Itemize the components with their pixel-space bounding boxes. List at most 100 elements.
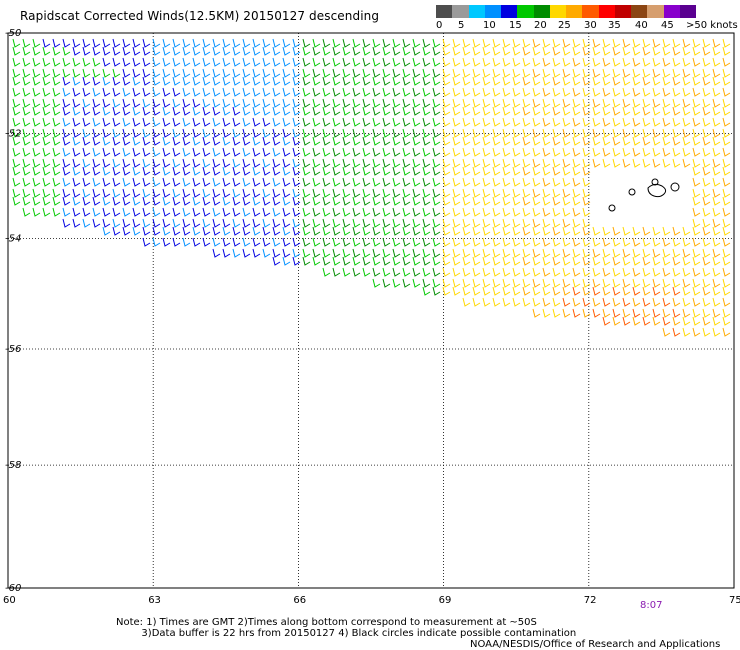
wind-barb bbox=[582, 68, 591, 78]
wind-barb bbox=[232, 87, 241, 97]
wind-barb bbox=[632, 226, 641, 236]
wind-barb bbox=[202, 188, 211, 198]
wind-barb bbox=[82, 188, 91, 198]
wind-barb bbox=[482, 177, 491, 187]
wind-barb bbox=[692, 297, 701, 307]
wind-barb bbox=[512, 98, 521, 108]
wind-barb bbox=[92, 98, 101, 108]
wind-barb bbox=[512, 136, 521, 146]
wind-barb bbox=[552, 68, 561, 78]
wind-barb bbox=[612, 38, 621, 48]
wind-barb bbox=[182, 57, 191, 67]
wind-barb bbox=[522, 38, 531, 48]
wind-barb bbox=[602, 256, 611, 266]
contamination-circles bbox=[608, 178, 680, 212]
wind-barb bbox=[372, 117, 381, 127]
wind-barb bbox=[202, 166, 211, 176]
wind-barb bbox=[172, 218, 181, 228]
wind-barb bbox=[402, 117, 411, 127]
wind-barb bbox=[532, 267, 541, 277]
wind-barb bbox=[102, 218, 111, 228]
wind-barb bbox=[662, 117, 671, 127]
wind-barb bbox=[62, 98, 71, 108]
wind-barb bbox=[612, 68, 621, 78]
wind-barb bbox=[12, 166, 21, 176]
wind-barb bbox=[102, 76, 111, 86]
colorbar-tick-label: >50 knots bbox=[686, 20, 738, 31]
wind-barb bbox=[672, 136, 681, 146]
wind-barb bbox=[122, 76, 131, 86]
wind-barb bbox=[92, 106, 101, 116]
wind-barb bbox=[82, 136, 91, 146]
wind-barb bbox=[332, 256, 341, 266]
wind-barb bbox=[592, 286, 601, 296]
wind-barb bbox=[352, 68, 361, 78]
wind-barb bbox=[222, 57, 231, 67]
wind-barb bbox=[432, 87, 441, 97]
wind-barb bbox=[362, 68, 371, 78]
wind-barb bbox=[472, 87, 481, 97]
wind-barb bbox=[32, 46, 41, 56]
wind-barb bbox=[252, 128, 261, 138]
wind-barb bbox=[412, 87, 421, 97]
wind-barb bbox=[292, 136, 301, 146]
wind-barb bbox=[82, 196, 91, 206]
wind-barb bbox=[132, 177, 141, 187]
wind-barb bbox=[42, 76, 51, 86]
wind-barb bbox=[432, 278, 441, 288]
wind-barb bbox=[462, 46, 471, 56]
wind-barb bbox=[422, 286, 431, 296]
wind-barb bbox=[62, 147, 71, 157]
wind-barb bbox=[42, 177, 51, 187]
wind-barb bbox=[102, 57, 111, 67]
wind-barb bbox=[242, 147, 251, 157]
wind-barb bbox=[542, 136, 551, 146]
wind-barb bbox=[672, 237, 681, 247]
wind-barb bbox=[272, 158, 281, 168]
wind-barb bbox=[192, 87, 201, 97]
wind-barb bbox=[672, 76, 681, 86]
wind-barb bbox=[152, 226, 161, 236]
wind-barb bbox=[372, 147, 381, 157]
contamination-circle bbox=[670, 182, 680, 192]
wind-barb bbox=[612, 117, 621, 127]
wind-barb bbox=[572, 158, 581, 168]
wind-barb bbox=[422, 38, 431, 48]
wind-barb bbox=[12, 87, 21, 97]
wind-barb bbox=[532, 188, 541, 198]
wind-barb bbox=[402, 136, 411, 146]
colorbar-tick-label: 20 bbox=[534, 20, 547, 31]
wind-barb bbox=[312, 158, 321, 168]
wind-barb bbox=[172, 38, 181, 48]
wind-barb bbox=[182, 177, 191, 187]
wind-barb bbox=[312, 256, 321, 266]
wind-barb bbox=[432, 76, 441, 86]
wind-barb bbox=[292, 248, 301, 258]
wind-barb bbox=[532, 38, 541, 48]
wind-barb bbox=[692, 128, 701, 138]
wind-barb bbox=[122, 117, 131, 127]
wind-barb bbox=[162, 68, 171, 78]
wind-barb bbox=[252, 226, 261, 236]
wind-barb bbox=[292, 196, 301, 206]
wind-barb bbox=[702, 177, 711, 187]
wind-barb bbox=[12, 46, 21, 56]
wind-barb bbox=[702, 158, 711, 168]
wind-barb bbox=[462, 158, 471, 168]
wind-barb bbox=[192, 117, 201, 127]
wind-barb bbox=[382, 38, 391, 48]
wind-barb bbox=[582, 136, 591, 146]
wind-barb bbox=[502, 117, 511, 127]
wind-barb bbox=[492, 196, 501, 206]
wind-barb bbox=[582, 248, 591, 258]
wind-barb bbox=[432, 158, 441, 168]
wind-barb bbox=[112, 38, 121, 48]
wind-barb bbox=[132, 128, 141, 138]
wind-barb bbox=[702, 248, 711, 258]
wind-barb bbox=[182, 166, 191, 176]
wind-barb bbox=[422, 98, 431, 108]
wind-barb bbox=[282, 158, 291, 168]
wind-barb bbox=[252, 57, 261, 67]
wind-barb bbox=[402, 98, 411, 108]
wind-barb bbox=[52, 166, 61, 176]
